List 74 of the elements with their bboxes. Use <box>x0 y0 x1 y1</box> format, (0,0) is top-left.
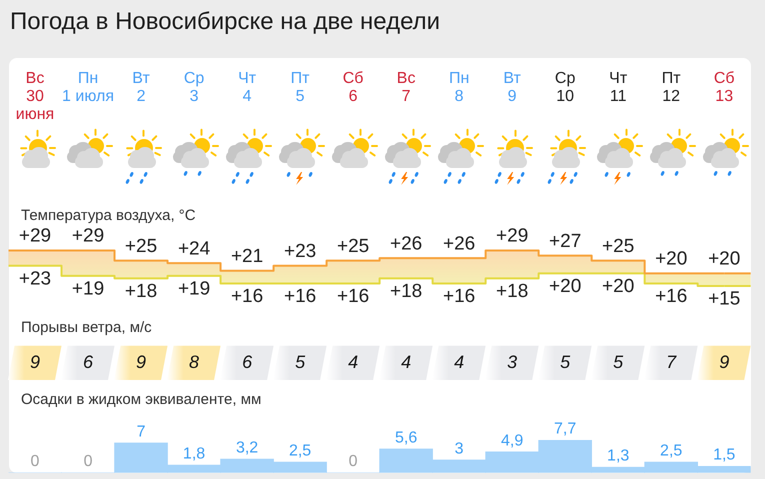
data-label: +29 <box>18 226 52 247</box>
data-label: +16 <box>336 286 370 308</box>
x-tick-label: Вт 9 <box>503 70 522 105</box>
text: Погода в Новосибирске на две недели <box>10 8 440 36</box>
data-label: 9 <box>719 352 730 372</box>
data-label: +18 <box>124 281 158 302</box>
data-label: +26 <box>443 233 476 254</box>
data-label: 3 <box>507 352 518 372</box>
data-label: 6 <box>83 352 94 372</box>
data-label: 1,8 <box>182 445 206 462</box>
x-tick-label: Чт 11 <box>609 70 628 105</box>
data-label: 7 <box>666 352 678 372</box>
data-label: +25 <box>336 236 370 257</box>
data-label: +16 <box>230 286 264 308</box>
x-tick-label: Ср 10 <box>554 70 576 105</box>
x-tick-label: Ср 3 <box>184 70 204 105</box>
data-label: 4 <box>348 352 358 372</box>
x-tick-label: Вс 30 июня <box>16 70 54 123</box>
x-tick-label: Чт 4 <box>238 70 257 105</box>
data-label: +19 <box>178 278 210 300</box>
data-label: +20 <box>708 248 740 270</box>
data-label: 5 <box>295 352 306 372</box>
chart-title: Порывы ветра, м/с <box>21 319 152 338</box>
data-label: 0 <box>30 453 40 470</box>
data-label: +24 <box>178 238 211 260</box>
data-label: 2,5 <box>660 442 682 460</box>
data-label: +20 <box>655 248 688 270</box>
data-label: +19 <box>72 278 104 300</box>
data-label: 1,5 <box>713 446 736 464</box>
data-label: +25 <box>124 236 158 257</box>
data-label: 4 <box>454 352 464 372</box>
x-tick-label: Пн 8 <box>448 70 470 105</box>
data-label: +20 <box>549 276 582 298</box>
data-label: +29 <box>496 226 528 247</box>
data-label: +23 <box>284 240 316 262</box>
data-label: 1,3 <box>607 448 630 465</box>
data-label: 7 <box>136 423 146 440</box>
data-label: 5 <box>560 352 572 372</box>
data-label: 7,7 <box>554 420 576 438</box>
data-label: 0 <box>348 453 358 470</box>
x-tick-label: Вс 7 <box>396 70 416 105</box>
x-tick-label: Пт 12 <box>662 70 682 105</box>
data-label: +16 <box>284 286 316 308</box>
x-tick-label: Пн 1 июля <box>62 70 114 105</box>
chart-title: Осадки в жидком эквиваленте, мм <box>21 391 262 409</box>
data-label: +16 <box>443 286 476 308</box>
chart-title: Температура воздуха, °C <box>21 206 196 225</box>
data-label: +29 <box>72 226 104 247</box>
x-tick-label: Сб 6 <box>342 70 364 105</box>
data-label: 5 <box>613 352 624 372</box>
x-tick-label: Сб 13 <box>714 70 735 105</box>
data-label: +18 <box>496 281 528 302</box>
data-label: 2,5 <box>288 442 312 460</box>
data-label: 4,9 <box>501 432 524 450</box>
data-label: 4 <box>401 352 412 372</box>
data-label: +15 <box>708 288 740 310</box>
x-tick-label: Вт 2 <box>132 70 150 105</box>
data-label: 0 <box>84 453 93 470</box>
data-label: 9 <box>30 352 40 372</box>
data-label: 3,2 <box>236 440 258 457</box>
data-label: +18 <box>390 281 422 302</box>
data-label: 9 <box>136 352 146 372</box>
data-label: 5,6 <box>394 429 418 446</box>
data-label: +16 <box>655 286 688 308</box>
data-label: 3 <box>454 440 464 458</box>
data-label: +23 <box>18 268 52 290</box>
data-label: +26 <box>390 233 422 254</box>
data-label: +25 <box>602 236 634 257</box>
data-label: 6 <box>242 352 254 372</box>
data-label: 8 <box>189 352 200 372</box>
data-label: +27 <box>549 230 582 252</box>
x-tick-label: Пт 5 <box>290 70 310 105</box>
data-label: +21 <box>230 246 264 268</box>
data-label: +20 <box>602 276 634 298</box>
